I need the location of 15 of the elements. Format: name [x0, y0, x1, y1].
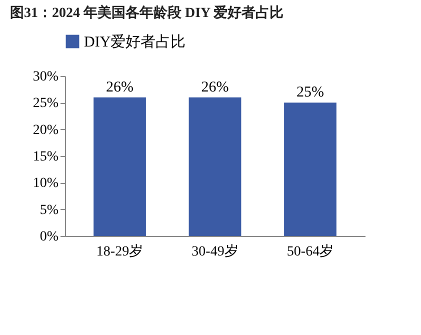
- y-tick-label: 25%: [32, 96, 59, 112]
- y-tick-label: 10%: [32, 176, 59, 192]
- x-tick-label: 50-64岁: [286, 244, 334, 260]
- chart-title: 图31：2024 年美国各年龄段 DIY 爱好者占比: [10, 4, 284, 21]
- data-label: 25%: [296, 84, 324, 101]
- data-label: 26%: [201, 79, 229, 96]
- y-tick-label: 5%: [40, 202, 59, 218]
- y-tick-label: 30%: [32, 70, 59, 84]
- legend-label: DIY爱好者占比: [84, 34, 186, 50]
- x-tick-label: 30-49岁: [192, 244, 238, 260]
- y-tick-label: 20%: [32, 122, 59, 138]
- y-tick-label: 15%: [32, 150, 59, 164]
- x-tick-label: 18-29岁: [96, 244, 144, 260]
- y-tick-label: 0%: [40, 230, 59, 244]
- data-label: 26%: [106, 79, 134, 96]
